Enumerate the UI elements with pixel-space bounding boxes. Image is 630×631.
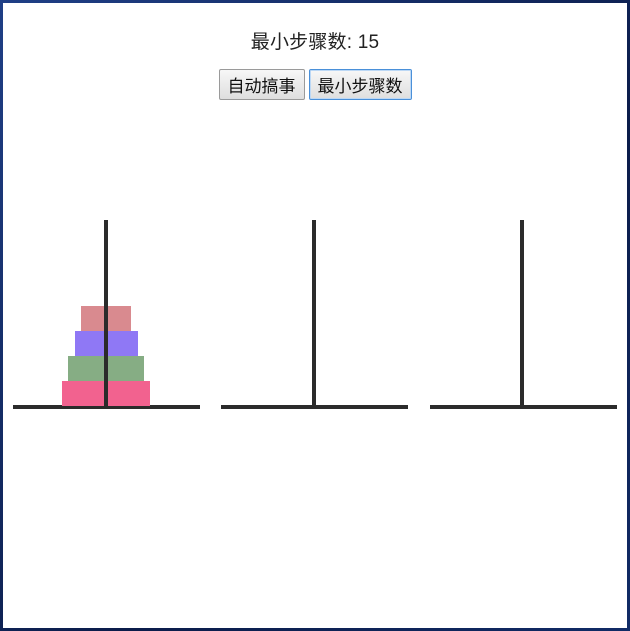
auto-solve-button[interactable]: 自动搞事 [219,69,305,100]
peg-3-rod [520,220,524,406]
min-steps-button[interactable]: 最小步骤数 [309,69,412,100]
app-window: 最小步骤数: 15 自动搞事 最小步骤数 [3,3,627,628]
peg-2-rod [312,220,316,406]
peg-1-rod [104,220,108,406]
min-steps-title: 最小步骤数: 15 [3,27,627,54]
button-row: 自动搞事 最小步骤数 [3,69,627,100]
